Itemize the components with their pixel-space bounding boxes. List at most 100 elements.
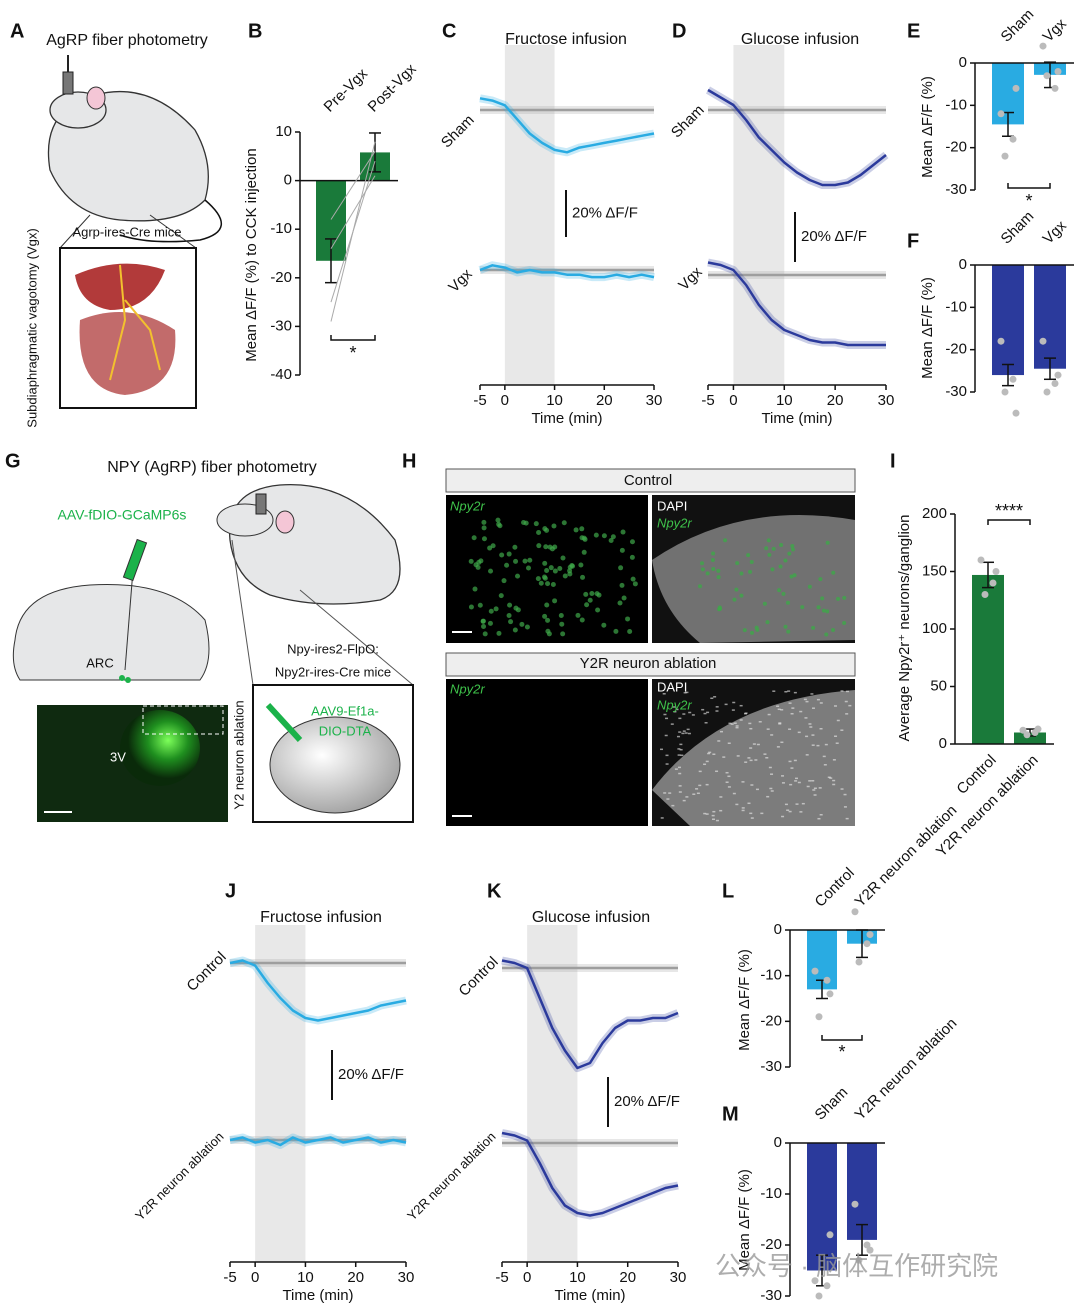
y-axis-label: Mean ΔF/F (%): [919, 277, 936, 379]
y-tick-label: -20: [270, 269, 292, 286]
cell: [705, 571, 710, 576]
y-tick-label: -10: [760, 1185, 782, 1202]
nucleus: [790, 767, 794, 769]
panel-label: C: [442, 20, 456, 42]
cell: [545, 617, 551, 623]
nucleus: [793, 759, 797, 762]
x-tick-label: 20: [827, 392, 844, 409]
nucleus: [671, 804, 675, 807]
cell: [488, 608, 494, 614]
data-point: [1034, 725, 1042, 733]
nucleus: [712, 753, 716, 755]
cell: [472, 586, 478, 592]
nucleus: [666, 798, 670, 800]
nucleus: [846, 690, 850, 693]
cell: [488, 568, 494, 574]
cell: [482, 631, 488, 637]
cell: [522, 558, 528, 564]
cell: [593, 532, 599, 538]
cell: [629, 539, 635, 545]
data-point: [851, 1200, 859, 1208]
nucleus: [678, 717, 682, 720]
y-tick-label: -30: [945, 181, 967, 198]
y-axis-label: Average Npy2r⁺ neurons/ganglion: [896, 515, 913, 742]
diagram-text: Agrp-ires-Cre mice: [72, 224, 181, 239]
nucleus: [685, 691, 689, 694]
cell: [524, 624, 530, 630]
nucleus: [817, 817, 821, 820]
panel-title: Glucose infusion: [532, 909, 650, 926]
x-tick-label: 10: [569, 1269, 586, 1286]
nucleus: [663, 792, 667, 794]
cell: [575, 612, 581, 618]
nucleus: [750, 784, 754, 786]
x-tick-label: -5: [495, 1269, 508, 1286]
cell: [544, 602, 550, 608]
data-point: [1012, 409, 1020, 417]
cell: [495, 517, 501, 523]
cell: [545, 581, 551, 587]
diagram-text: ARC: [86, 655, 113, 670]
nucleus: [691, 714, 695, 716]
trace-line: [479, 97, 655, 154]
y-tick-label: -30: [270, 317, 292, 334]
row-label: Y2R neuron ablation: [404, 1129, 498, 1223]
nucleus: [687, 732, 691, 735]
cell: [781, 591, 786, 596]
nucleus: [845, 713, 849, 715]
panel-label: E: [907, 20, 920, 42]
cell: [735, 561, 740, 566]
y-tick-label: 0: [774, 921, 782, 938]
nucleus: [741, 809, 745, 812]
cell: [595, 607, 601, 613]
nucleus: [686, 728, 690, 731]
cell: [538, 580, 544, 586]
bar: [807, 1143, 837, 1271]
x-tick-label: 30: [398, 1269, 415, 1286]
cell: [496, 521, 502, 527]
cell: [490, 543, 496, 549]
cell: [632, 581, 638, 587]
nucleus: [809, 726, 813, 728]
nucleus: [680, 754, 684, 757]
nucleus: [736, 755, 740, 757]
nucleus: [801, 802, 805, 805]
nucleus: [840, 788, 844, 790]
diagram-a: [47, 55, 223, 409]
nucleus: [763, 753, 767, 755]
nucleus: [823, 764, 827, 766]
cell: [785, 600, 790, 605]
nucleus: [786, 809, 790, 811]
nucleus: [698, 770, 702, 773]
nucleus: [788, 760, 792, 763]
cell: [481, 525, 487, 531]
cell: [583, 591, 589, 597]
trace-line: [707, 88, 887, 187]
cell: [807, 584, 812, 589]
cell: [716, 575, 721, 580]
data-point: [1023, 731, 1031, 739]
nucleus: [688, 711, 692, 714]
nucleus: [682, 799, 686, 802]
cell: [734, 587, 739, 592]
data-point: [1043, 388, 1051, 396]
cell: [779, 542, 784, 547]
nucleus: [760, 812, 764, 815]
trace-line: [501, 959, 679, 1070]
cell: [481, 536, 487, 542]
nucleus: [816, 698, 820, 701]
data-point: [815, 1292, 823, 1300]
nucleus: [755, 788, 759, 791]
cell: [527, 557, 533, 563]
nucleus: [843, 793, 847, 796]
row-label: Y2R neuron ablation: [132, 1129, 226, 1223]
nucleus: [845, 817, 849, 820]
nucleus: [722, 756, 726, 758]
cell: [610, 534, 616, 540]
cell: [765, 620, 770, 625]
nucleus: [732, 701, 736, 704]
cell: [771, 546, 776, 551]
data-point: [997, 110, 1005, 118]
nucleus: [727, 786, 731, 788]
cell: [589, 591, 595, 597]
